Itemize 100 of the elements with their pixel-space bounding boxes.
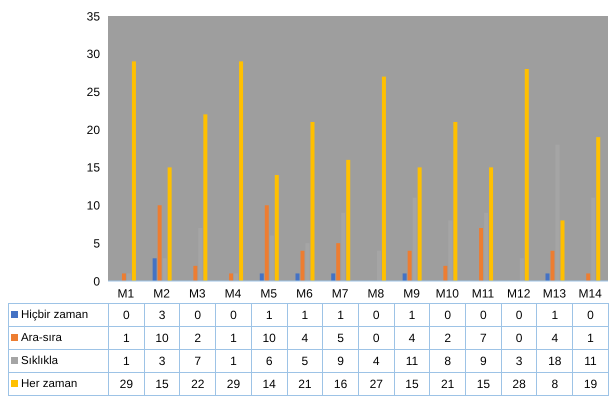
x-tick-label: M1 xyxy=(118,286,135,301)
bar xyxy=(479,228,484,281)
data-label: 14 xyxy=(251,372,288,396)
bar xyxy=(260,273,264,281)
data-label: 4 xyxy=(536,326,573,350)
bar xyxy=(122,273,126,281)
legend-label: Her zaman xyxy=(8,372,108,396)
data-label: 1 xyxy=(108,326,144,350)
data-label: 0 xyxy=(358,326,394,350)
data-label: 21 xyxy=(430,372,466,396)
y-tick-label: 25 xyxy=(86,84,100,99)
data-label: 15 xyxy=(144,372,180,396)
bar xyxy=(524,69,529,281)
data-label: 21 xyxy=(287,372,323,396)
y-tick-label: 0 xyxy=(93,274,100,288)
data-label: 0 xyxy=(108,304,144,326)
x-tick-label: M14 xyxy=(578,286,602,301)
x-tick-label: M3 xyxy=(188,286,206,301)
data-label: 16 xyxy=(322,372,358,396)
legend-label: Ara-sıra xyxy=(8,326,108,350)
data-label: 3 xyxy=(144,304,180,326)
data-label: 4 xyxy=(358,350,394,372)
y-tick-label: 30 xyxy=(86,47,100,62)
bar xyxy=(152,258,157,281)
data-label: 18 xyxy=(536,350,573,372)
x-tick-label: M6 xyxy=(296,286,314,301)
bar xyxy=(489,167,494,281)
data-label: 0 xyxy=(180,304,216,326)
bar xyxy=(546,273,550,281)
bar xyxy=(264,205,269,281)
data-label: 1 xyxy=(536,304,573,326)
x-tick-label: M11 xyxy=(472,286,495,301)
data-label: 1 xyxy=(322,304,358,326)
data-label: 8 xyxy=(430,350,466,372)
data-label: 6 xyxy=(251,350,288,372)
data-label: 1 xyxy=(108,350,144,372)
bar xyxy=(229,273,234,281)
bar xyxy=(550,250,554,281)
data-label: 3 xyxy=(501,350,537,372)
data-label: 5 xyxy=(287,350,323,372)
data-label: 3 xyxy=(144,350,180,372)
bar xyxy=(274,175,279,281)
x-tick-label: M9 xyxy=(403,286,420,301)
legend-label: Hiçbir zaman xyxy=(8,304,108,326)
x-tick-label: M12 xyxy=(507,286,531,301)
bar xyxy=(336,243,340,281)
x-tick-label: M4 xyxy=(224,286,242,301)
bar xyxy=(346,160,350,281)
data-label: 0 xyxy=(501,304,537,326)
legend-label: Sıklıkla xyxy=(8,350,108,372)
bar xyxy=(193,266,198,281)
data-label: 9 xyxy=(466,350,502,372)
data-label: 2 xyxy=(430,326,466,350)
data-label: 4 xyxy=(287,326,323,350)
x-tick-label: M5 xyxy=(260,286,278,301)
y-tick-label: 35 xyxy=(86,9,100,24)
x-tick-label: M2 xyxy=(153,286,170,301)
data-label: 4 xyxy=(394,326,430,350)
data-label: 10 xyxy=(251,326,288,350)
data-label: 1 xyxy=(251,304,288,326)
y-tick-label: 10 xyxy=(86,198,100,213)
data-label: 22 xyxy=(180,372,216,396)
bar xyxy=(331,273,336,281)
bar xyxy=(443,266,448,281)
data-label: 19 xyxy=(572,372,608,396)
y-tick-label: 15 xyxy=(86,160,100,175)
bar xyxy=(300,250,304,281)
data-label: 29 xyxy=(108,372,144,396)
bar xyxy=(239,61,244,281)
data-label: 1 xyxy=(572,326,608,350)
bar xyxy=(158,205,162,281)
bar xyxy=(132,61,136,281)
data-label: 2 xyxy=(180,326,216,350)
bar xyxy=(402,273,407,281)
bar xyxy=(168,167,172,281)
data-label: 27 xyxy=(358,372,394,396)
data-label: 1 xyxy=(216,326,252,350)
data-label: 1 xyxy=(287,304,323,326)
data-label: 7 xyxy=(180,350,216,372)
data-label: 9 xyxy=(322,350,358,372)
y-tick-label: 5 xyxy=(93,236,100,250)
data-label: 7 xyxy=(466,326,502,350)
x-tick-label: M8 xyxy=(368,286,385,301)
x-tick-label: M7 xyxy=(332,286,349,301)
data-label: 29 xyxy=(216,372,252,396)
x-tick-label: M10 xyxy=(436,286,460,301)
bar xyxy=(586,273,590,281)
data-label: 5 xyxy=(322,326,358,350)
data-label: 0 xyxy=(358,304,394,326)
data-label: 1 xyxy=(216,350,252,372)
data-label: 0 xyxy=(430,304,466,326)
data-label: 8 xyxy=(536,372,573,396)
data-label: 15 xyxy=(466,372,502,396)
bar xyxy=(453,122,458,281)
x-tick-label: M13 xyxy=(542,286,566,301)
data-label: 0 xyxy=(501,326,537,350)
y-tick-label: 20 xyxy=(86,122,100,137)
data-label: 0 xyxy=(466,304,502,326)
data-label: 15 xyxy=(394,372,430,396)
data-label: 1 xyxy=(394,304,430,326)
